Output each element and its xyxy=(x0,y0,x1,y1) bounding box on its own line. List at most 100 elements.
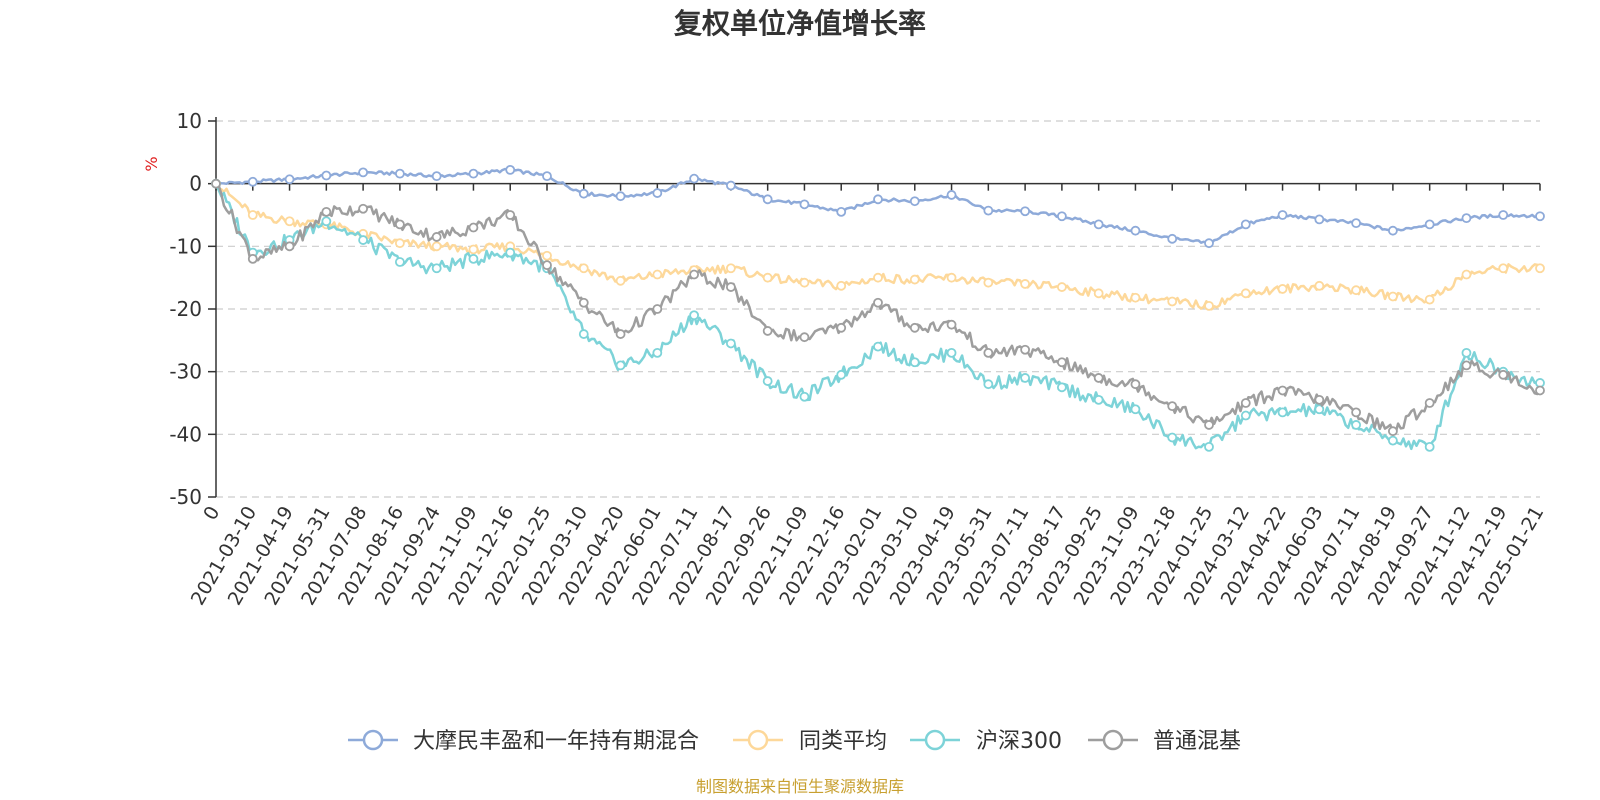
series-3-point xyxy=(1277,407,1288,418)
series-2-point xyxy=(542,250,552,261)
y-tick-label: 10 xyxy=(177,109,202,133)
series-3-point xyxy=(1424,441,1435,452)
series-2-point xyxy=(725,263,736,274)
series-2-point xyxy=(836,280,847,291)
series-1-point xyxy=(1056,211,1067,222)
y-tick-label: 0 xyxy=(189,172,202,196)
series-3-point xyxy=(1314,404,1325,415)
legend-item-2[interactable]: 同类平均 xyxy=(733,729,887,754)
series-3-point xyxy=(505,247,516,258)
series-3-point xyxy=(983,379,994,390)
series-3-point xyxy=(1020,373,1031,383)
series-3-point xyxy=(1387,435,1398,446)
series-2-point xyxy=(1387,291,1398,302)
y-tick-label: -30 xyxy=(169,360,202,384)
series-3-point xyxy=(725,338,736,349)
series-4-point xyxy=(615,329,626,339)
series-1-point xyxy=(762,194,773,205)
series-2-point xyxy=(1240,288,1251,299)
series-2-point xyxy=(946,272,957,283)
series-3-point xyxy=(799,391,810,402)
series-4-point xyxy=(1351,407,1362,418)
series-4-point xyxy=(468,222,479,233)
data-source-footer: 制图数据来自恒生聚源数据库 xyxy=(696,777,904,796)
series-4-point xyxy=(1498,369,1509,380)
legend-label: 同类平均 xyxy=(799,729,887,754)
series-4-point xyxy=(1387,426,1398,437)
series-2-point xyxy=(799,277,810,288)
series-2-point xyxy=(1535,263,1545,274)
series-1-point xyxy=(505,164,516,175)
legend-marker-icon xyxy=(747,729,769,751)
series-1-point xyxy=(909,196,920,207)
legend-item-4[interactable]: 普通混基 xyxy=(1088,729,1241,754)
legend-marker-icon xyxy=(1102,729,1124,751)
series-3-point xyxy=(615,360,626,371)
series-4-point xyxy=(946,319,957,330)
series-3-point xyxy=(578,329,589,339)
legend-label: 普通混基 xyxy=(1153,729,1241,754)
series-lines xyxy=(211,164,1545,452)
series-1-point xyxy=(358,167,369,178)
series-1-point xyxy=(1387,225,1398,236)
series-4-point xyxy=(431,232,442,242)
series-3-point xyxy=(1167,432,1178,443)
series-4-point xyxy=(542,260,552,271)
series-2-point xyxy=(1498,263,1509,274)
legend-item-3[interactable]: 沪深300 xyxy=(910,729,1062,754)
series-2-point xyxy=(652,269,663,280)
legend-marker-icon xyxy=(924,729,946,751)
series-1-point xyxy=(394,168,405,179)
series-4-point xyxy=(321,206,332,217)
series-3-point xyxy=(1056,382,1067,393)
series-4-point xyxy=(211,178,221,189)
legend-marker-icon xyxy=(362,729,384,751)
series-3-point xyxy=(431,263,442,274)
series-3-point xyxy=(689,310,700,321)
series-1-point xyxy=(1351,218,1362,229)
series-3-point xyxy=(321,216,332,227)
series-3-point xyxy=(1130,404,1141,415)
series-3-point xyxy=(1093,394,1104,405)
series-4-point xyxy=(358,203,369,214)
series-4-point xyxy=(1314,394,1325,405)
legend: 大摩民丰盈和一年持有期混合 同类平均 沪深300 普通混基 xyxy=(348,729,1241,754)
series-3-point xyxy=(1461,347,1472,358)
series-1-point xyxy=(1240,219,1251,230)
legend-item-1[interactable]: 大摩民丰盈和一年持有期混合 xyxy=(348,729,699,754)
series-4-point xyxy=(983,347,994,358)
series-2-point xyxy=(578,263,589,274)
series-2-point xyxy=(1093,288,1104,299)
series-1-point xyxy=(1461,213,1472,224)
series-2-point xyxy=(284,216,295,227)
series-4-point xyxy=(1130,379,1141,390)
series-1-point xyxy=(1204,238,1214,249)
series-4-point xyxy=(799,332,810,343)
y-tick-label: -20 xyxy=(169,297,202,321)
series-4-point xyxy=(652,304,663,314)
series-1-point xyxy=(946,190,957,200)
series-1-point xyxy=(468,168,479,179)
series-3-point xyxy=(762,376,773,386)
series-1-point xyxy=(1167,233,1178,244)
series-1-point xyxy=(1093,219,1104,230)
series-2-point xyxy=(431,241,442,252)
series-1-point xyxy=(1498,210,1509,220)
series-2-point xyxy=(1314,280,1325,291)
x-tick-label: 0 xyxy=(199,503,224,524)
series-1-point xyxy=(873,194,883,205)
series-4-point xyxy=(689,269,700,280)
y-tick-label: -50 xyxy=(169,485,202,509)
series-3-point xyxy=(468,253,479,264)
grid-lines xyxy=(216,120,1540,498)
series-1-point xyxy=(284,174,295,185)
series-2-point xyxy=(1167,296,1178,307)
series-4-point xyxy=(505,210,516,220)
series-3-point xyxy=(909,357,920,368)
series-1-point xyxy=(431,171,442,182)
series-1-point xyxy=(1130,225,1141,236)
series-1-point xyxy=(578,188,589,199)
series-2-point xyxy=(762,272,773,283)
series-3-point xyxy=(946,347,957,358)
